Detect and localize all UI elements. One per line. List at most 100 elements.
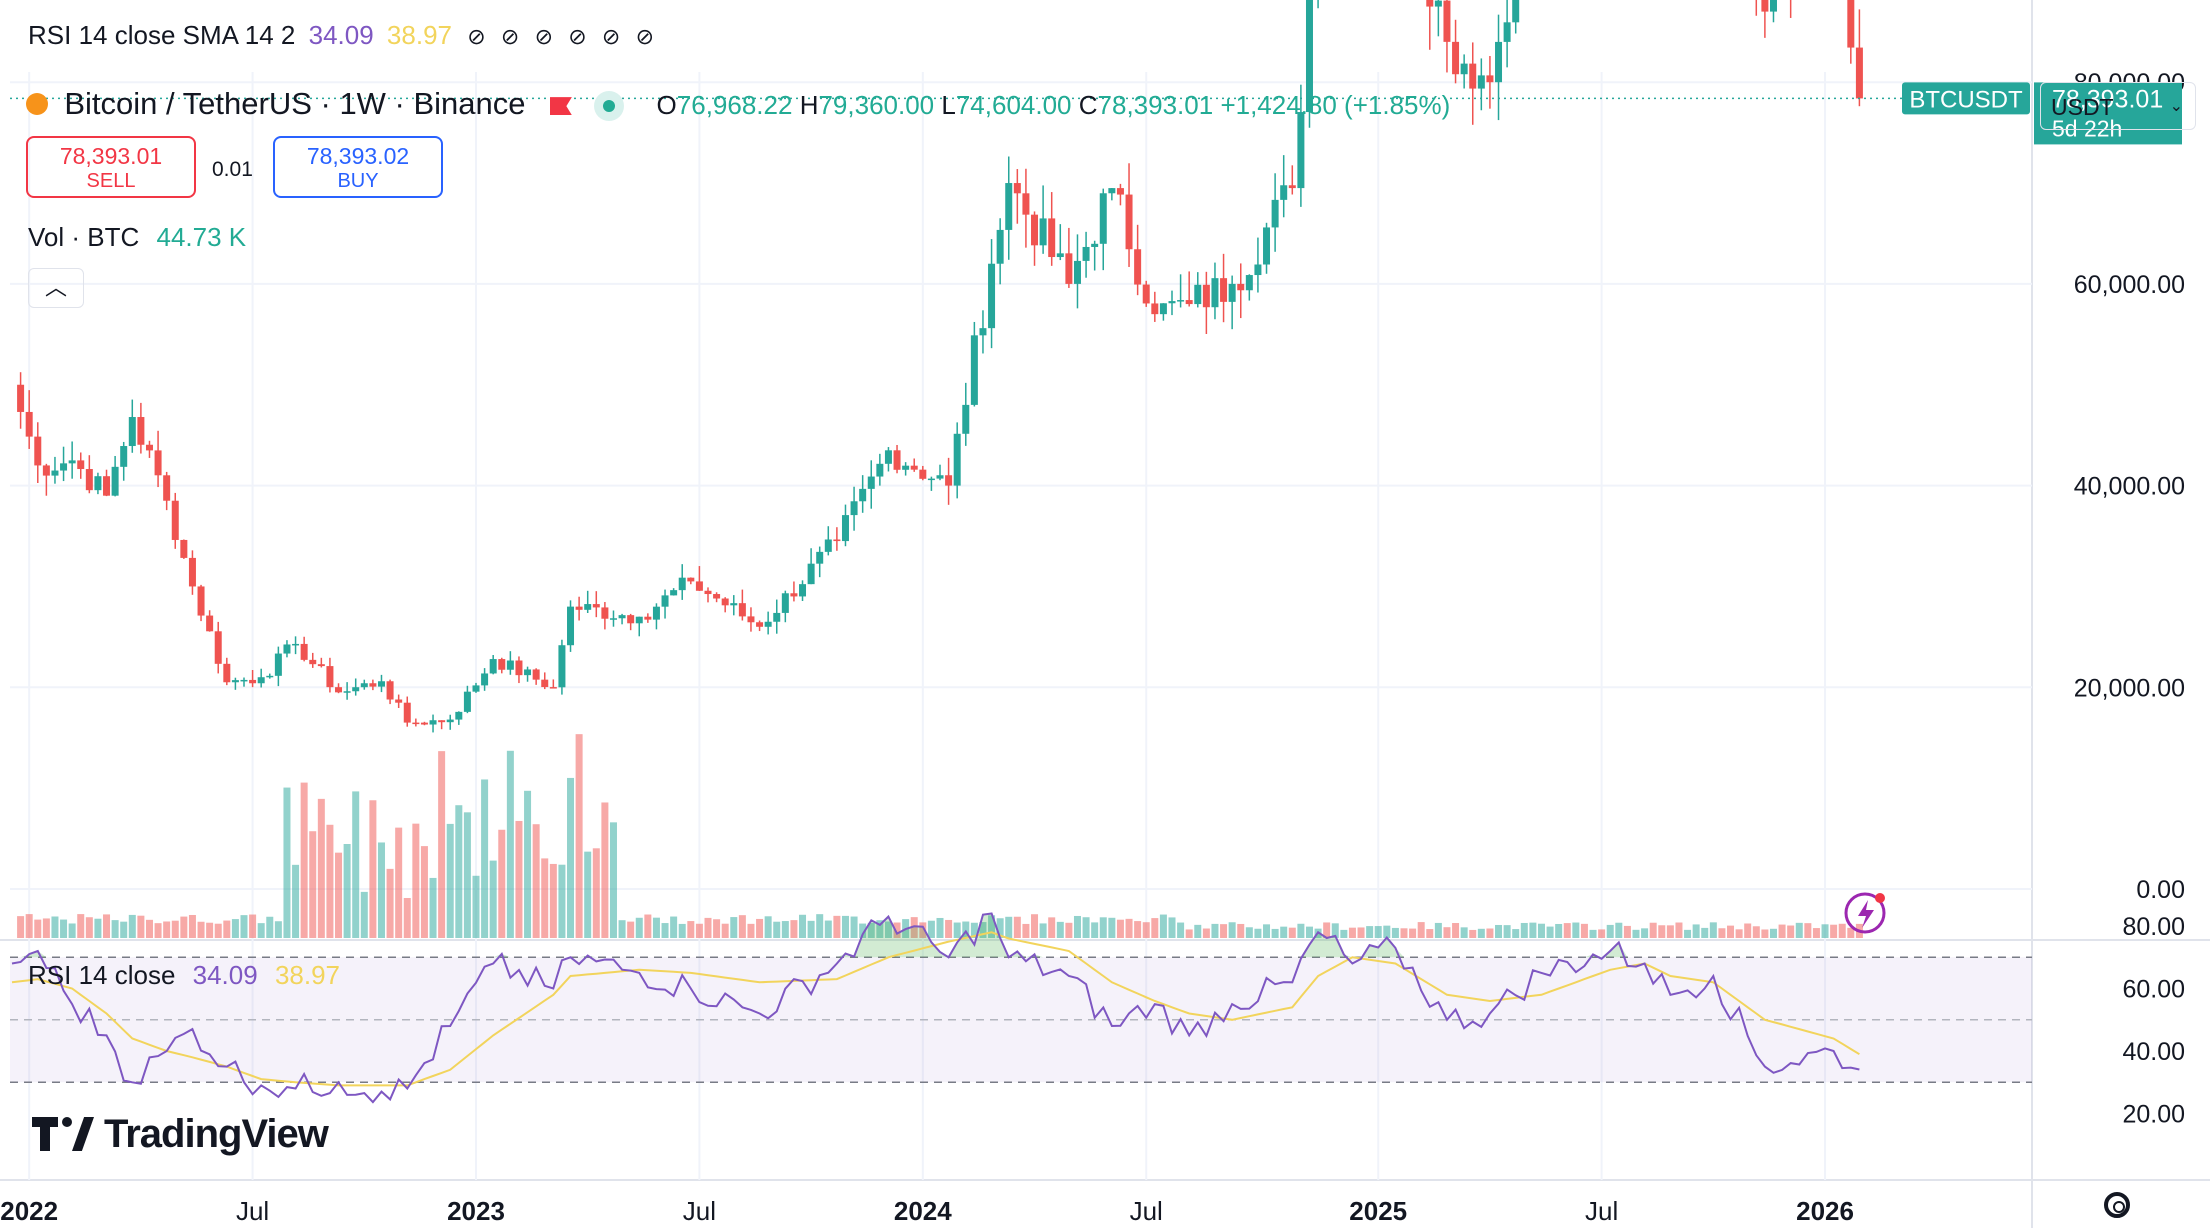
remove-indicator-icon[interactable]: ⊘ [568,24,587,49]
volume-bar [1082,917,1090,938]
indicator-source-icon[interactable]: ⊘ [534,24,554,49]
candle-body [463,691,471,712]
market-open-icon [594,91,625,122]
volume-bar [42,918,50,938]
volume-bar [1340,929,1348,938]
candle-body [489,659,497,674]
current-price-label: 78,393.01 [2052,85,2163,113]
volume-bar [206,922,214,938]
volume-bar [1297,923,1305,938]
candle-body [395,699,403,703]
tradingview-logo[interactable]: TradingView [32,1112,329,1157]
candle-body [1761,0,1769,12]
volume-bar [395,827,403,938]
candle-body [1065,253,1073,284]
candle-body [670,590,678,596]
candle-body [687,577,695,582]
candle-body [756,622,764,627]
sell-button[interactable]: 78,393.01 SELL [26,136,196,198]
volume-bar [1684,929,1692,938]
candle-body [618,615,626,619]
chevron-up-icon[interactable]: ︿ [28,268,84,308]
candle-body [292,643,300,646]
close-value: 78,393.01 [1097,90,1214,120]
candle-body [309,659,317,665]
candle-body [979,328,987,336]
chart-background [0,72,2210,1228]
volume-bar [876,920,884,938]
x-tick-label: 2022 [0,1196,58,1226]
volume-bar [687,921,695,938]
indicator-copy-icon[interactable]: ⊘ [601,24,621,49]
candle-body [850,501,858,516]
volume-bar [1460,927,1468,938]
volume-bar [1572,922,1580,938]
volume-bar [1159,914,1167,938]
candle-body [85,469,93,491]
low-value: 74,604.00 [955,90,1072,120]
candle-body [1048,218,1056,258]
volume-bar [34,919,42,938]
volume-bar [214,923,222,938]
volume-bar [420,846,428,938]
volume-bar [988,915,996,938]
volume-bar [360,891,368,938]
volume-bar [1151,918,1159,938]
volume-bar [1434,922,1442,938]
buy-button[interactable]: 78,393.02 BUY [273,136,443,198]
flag-icon[interactable] [549,97,572,116]
symbol-title[interactable]: Bitcoin / TetherUS · 1W · Binance [64,86,526,121]
volume-bar [1263,924,1271,938]
candle-body [386,681,394,700]
volume-bar [352,791,360,938]
volume-bar [1417,922,1425,938]
indicator-more-icon[interactable]: ⊘ [635,24,655,49]
volume-bar [171,920,179,938]
hide-indicator-icon[interactable]: ⊘ [467,24,486,49]
high-label: H [799,90,819,120]
volume-legend[interactable]: Vol · BTC 44.73 K [28,222,246,253]
volume-bar [1323,922,1331,938]
candle-body [996,229,1004,264]
candle-body [1099,193,1107,244]
candle-body [876,463,884,477]
volume-bar [970,922,978,938]
top-indicator-legend[interactable]: RSI 14 close SMA 14 2 34.09 38.97 ⊘ ⊘ ⊘ … [28,20,654,51]
top-indicator-rsi-value: 34.09 [308,20,374,50]
volume-bar [1615,922,1623,938]
candle-body [549,687,557,689]
currency-select[interactable]: USDT ⌄ [2040,82,2196,130]
tradingview-logo-icon [32,1117,96,1151]
volume-bar [1443,927,1451,938]
candle-body [1263,227,1271,265]
volume-bar [850,916,858,938]
volume-bar [541,858,549,938]
candle-body [94,476,102,491]
candle-body [902,465,910,470]
candle-body [962,404,970,434]
indicator-settings-icon[interactable]: ⊘ [500,24,520,49]
volume-bar [799,914,807,938]
volume-bar [197,921,205,938]
rsi-legend[interactable]: RSI 14 close 34.09 38.97 [28,960,340,991]
volume-bar [386,868,394,938]
settings-gear-icon[interactable] [2104,1192,2130,1218]
candle-body [704,590,712,595]
change-value: +1,424.80 (+1.85%) [1220,90,1451,120]
candle-body [1073,260,1081,284]
candle-body [300,643,308,660]
volume-bar [240,915,248,938]
rsi-sma-value: 38.97 [274,960,341,990]
volume-bar [463,812,471,938]
volume-bar [790,920,798,938]
rsi-sma-line [11,931,1860,1087]
candle-body [188,557,196,587]
volume-bar [841,915,849,938]
volume-bar [1727,925,1735,938]
candle-body [1512,0,1520,23]
candle-body [970,335,978,405]
candle-body [807,563,815,585]
candle-body [764,621,772,627]
volume-bar [670,916,678,938]
